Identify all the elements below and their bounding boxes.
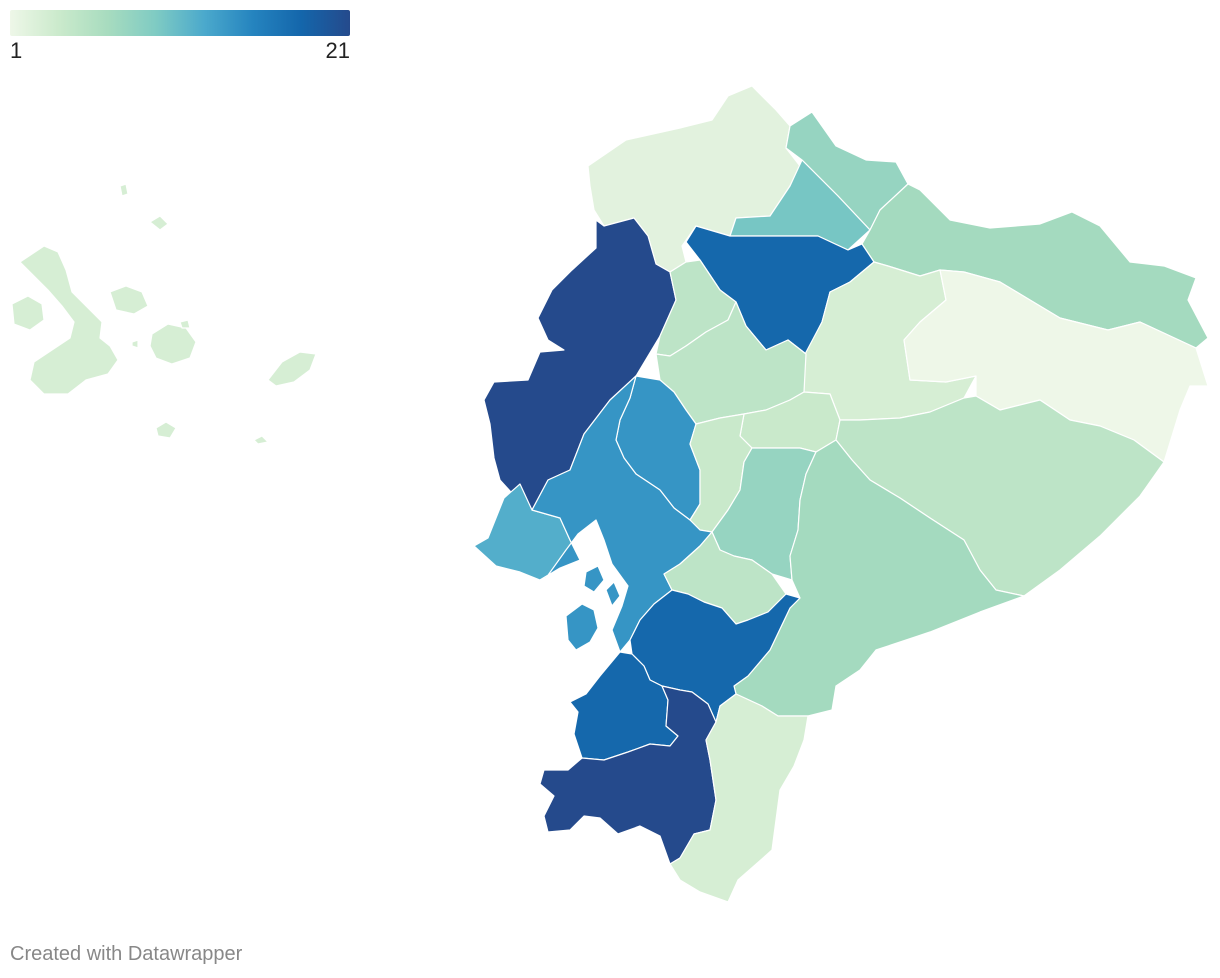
region-guayas-channel-island-2[interactable] — [605, 581, 621, 607]
region-galapagos-pinta[interactable] — [119, 183, 129, 197]
legend-max-label: 21 — [325, 38, 350, 63]
region-guayas-channel-island[interactable] — [583, 565, 605, 593]
region-galapagos-espanola[interactable] — [155, 421, 177, 439]
region-galapagos-baltra[interactable] — [179, 319, 191, 329]
legend-labels: 1 21 — [10, 38, 350, 66]
region-guayas-puna-island[interactable] — [565, 603, 599, 651]
mainland-provinces — [473, 85, 1209, 903]
region-galapagos-floreana[interactable] — [253, 435, 269, 445]
region-galapagos-rabida[interactable] — [131, 339, 139, 349]
region-galapagos-santa-cruz[interactable] — [149, 323, 197, 365]
color-legend: 1 21 — [10, 10, 350, 66]
region-galapagos-santiago[interactable] — [109, 285, 149, 315]
region-galapagos-marchena[interactable] — [149, 215, 169, 231]
legend-min-label: 1 — [10, 38, 23, 63]
region-chimborazo[interactable] — [711, 447, 817, 581]
region-galapagos-san-cristobal[interactable] — [267, 351, 317, 387]
region-morona-santiago[interactable] — [733, 439, 1025, 717]
credit-text: Created with Datawrapper — [10, 943, 243, 965]
galapagos-islands — [11, 183, 317, 445]
legend-gradient-bar — [10, 10, 350, 36]
region-galapagos-fernandina[interactable] — [11, 295, 45, 331]
region-galapagos-isabela[interactable] — [19, 245, 119, 395]
region-zamora-chinchipe[interactable] — [669, 693, 809, 903]
